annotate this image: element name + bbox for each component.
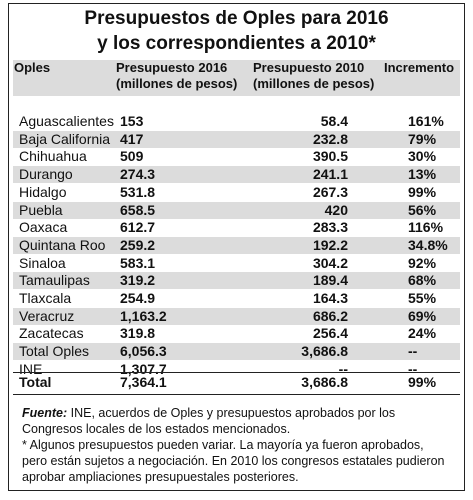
row-presupuesto-2016: 319.2 — [120, 272, 156, 289]
table-row: Veracruz 1,163.2 686.2 69% — [13, 307, 460, 325]
row-oples: Aguascalientes — [19, 113, 114, 129]
row-oples: Veracruz — [19, 307, 75, 324]
table-row: Oaxaca 612.7 283.3 116% — [13, 219, 460, 236]
row-oples: Sinaloa — [19, 254, 66, 271]
row-incremento: 99% — [408, 183, 437, 200]
row-incremento: 34.8% — [408, 236, 448, 253]
row-presupuesto-2010: 686.2 — [312, 307, 348, 324]
row-presupuesto-2010: 3,686.8 — [301, 343, 348, 360]
table-row: Puebla 658.5 420 56% — [13, 201, 460, 219]
row-oples: Oaxaca — [19, 219, 68, 236]
row-presupuesto-2016: 612.7 — [120, 219, 156, 236]
row-incremento: 92% — [408, 254, 437, 271]
table-row: Total Oples 6,056.3 3,686.8 -- — [13, 343, 460, 361]
row-presupuesto-2010: 164.3 — [312, 290, 348, 306]
row-oples: Tlaxcala — [19, 290, 72, 306]
notes: Fuente: INE, acuerdos de Oples y presupu… — [22, 405, 452, 485]
table-row: Sinaloa 583.1 304.2 92% — [13, 255, 460, 272]
row-presupuesto-2016: 319.8 — [120, 325, 156, 342]
row-presupuesto-2010: 58.4 — [320, 113, 348, 129]
table-row: Hidalgo 531.8 267.3 99% — [13, 184, 460, 201]
row-oples: Total Oples — [19, 343, 90, 360]
row-incremento: 79% — [408, 130, 437, 147]
table-row: Quintana Roo 259.2 192.2 34.8% — [13, 236, 460, 254]
row-presupuesto-2010: 232.8 — [312, 130, 348, 147]
row-presupuesto-2016: 6,056.3 — [120, 343, 167, 360]
row-presupuesto-2010: 267.3 — [312, 183, 348, 200]
row-presupuesto-2010: 390.5 — [312, 148, 348, 165]
table-row: Baja California 417 232.8 79% — [13, 130, 460, 148]
row-presupuesto-2010: 256.4 — [312, 325, 348, 342]
source-label: Fuente: — [22, 406, 68, 420]
source-note: Fuente: INE, acuerdos de Oples y presupu… — [22, 405, 452, 437]
row-presupuesto-2016: 417 — [120, 130, 144, 147]
row-presupuesto-2016: 531.8 — [120, 183, 156, 200]
header-incremento: Incremento — [384, 60, 455, 75]
table-row: Chihuahua 509 390.5 30% — [13, 148, 460, 165]
header-presupuesto-2016-unit: (millones de pesos) — [116, 76, 238, 91]
row-oples: Tamaulipas — [19, 272, 90, 289]
row-incremento: 68% — [408, 272, 437, 289]
row-incremento: -- — [408, 343, 418, 360]
row-incremento: 30% — [408, 148, 437, 165]
row-presupuesto-2016: 153 — [120, 113, 144, 129]
table-row-total: Total 7,364.1 3,686.8 99% — [13, 374, 460, 391]
row-presupuesto-2010: 420 — [324, 201, 348, 218]
notes-divider — [13, 394, 460, 395]
header-presupuesto-2010-unit: (millones de pesos) — [253, 76, 375, 91]
row-oples: Baja California — [19, 130, 111, 147]
row-oples: Quintana Roo — [19, 236, 106, 253]
total-2016: 7,364.1 — [120, 374, 167, 390]
table-row: Zacatecas 319.8 256.4 24% — [13, 325, 460, 342]
footnote: * Algunos presupuestos pueden variar. La… — [22, 438, 445, 484]
row-presupuesto-2010: 189.4 — [312, 272, 348, 289]
header-oples: Oples — [14, 60, 51, 75]
row-presupuesto-2010: 283.3 — [312, 219, 348, 236]
row-presupuesto-2010: 192.2 — [312, 236, 348, 253]
table-row: Tlaxcala 254.9 164.3 55% — [13, 290, 460, 307]
table-row: Durango 274.3 241.1 13% — [13, 166, 460, 184]
row-incremento: 55% — [408, 290, 437, 306]
total-incremento: 99% — [408, 374, 437, 390]
row-presupuesto-2016: 509 — [120, 148, 144, 165]
row-incremento: 116% — [408, 219, 444, 236]
header-band — [13, 60, 460, 96]
row-oples: Durango — [19, 166, 73, 183]
row-presupuesto-2016: 583.1 — [120, 254, 156, 271]
total-2010: 3,686.8 — [301, 374, 348, 390]
row-presupuesto-2016: 254.9 — [120, 290, 156, 306]
row-incremento: 69% — [408, 307, 437, 324]
header-presupuesto-2010: Presupuesto 2010 — [253, 60, 365, 75]
row-presupuesto-2016: 259.2 — [120, 236, 156, 253]
row-oples: Hidalgo — [19, 183, 67, 200]
row-presupuesto-2010: -- — [338, 360, 348, 377]
table-row: Aguascalientes 153 58.4 161% — [13, 113, 460, 130]
row-incremento: 13% — [408, 166, 437, 183]
row-incremento: -- — [408, 360, 418, 377]
table-frame — [8, 3, 465, 491]
table-row: Tamaulipas 319.2 189.4 68% — [13, 272, 460, 290]
row-oples: Chihuahua — [19, 148, 87, 165]
total-divider — [13, 372, 460, 373]
source-text: INE, acuerdos de Oples y presupuestos ap… — [22, 406, 396, 436]
row-oples: Puebla — [19, 201, 63, 218]
row-presupuesto-2016: 1,163.2 — [120, 307, 167, 324]
row-incremento: 161% — [408, 113, 444, 129]
row-incremento: 24% — [408, 325, 437, 342]
table-subtitle: y los correspondientes a 2010* — [97, 33, 376, 54]
row-presupuesto-2016: 274.3 — [120, 166, 156, 183]
row-oples: Zacatecas — [19, 325, 84, 342]
row-presupuesto-2016: 658.5 — [120, 201, 156, 218]
row-incremento: 56% — [408, 201, 437, 218]
header-presupuesto-2016: Presupuesto 2016 — [116, 60, 228, 75]
row-presupuesto-2010: 241.1 — [312, 166, 348, 183]
row-presupuesto-2010: 304.2 — [312, 254, 348, 271]
total-label: Total — [19, 374, 52, 390]
table-title: Presupuestos de Oples para 2016 — [84, 8, 389, 29]
